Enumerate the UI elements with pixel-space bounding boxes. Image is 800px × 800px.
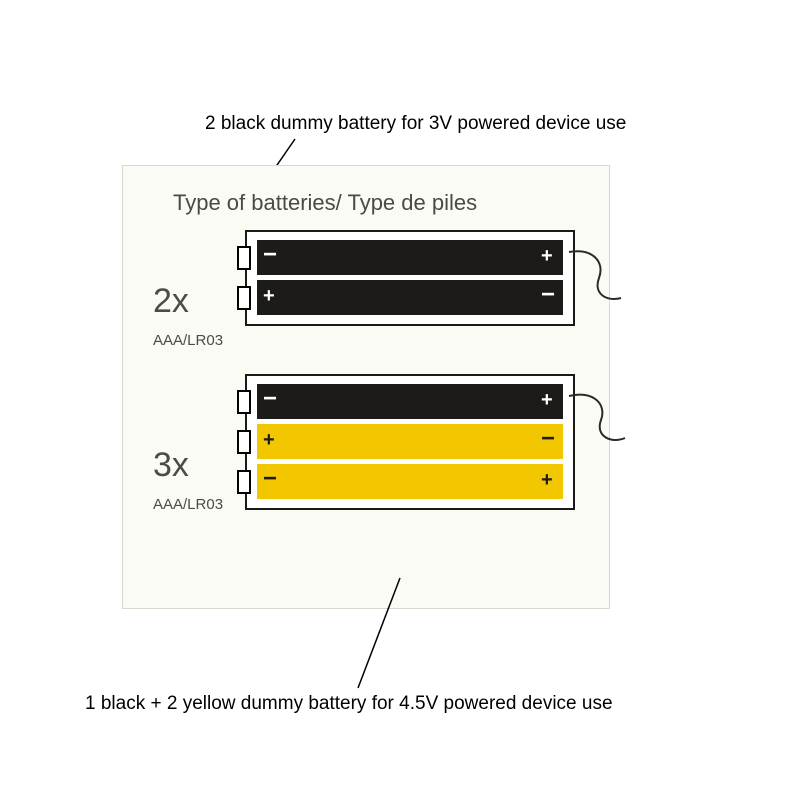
lead-wire (153, 374, 653, 574)
canvas: 2 black dummy battery for 3V powered dev… (0, 0, 800, 800)
configs-container: 2xAAA/LR03−++−3xAAA/LR03−++−−+ (123, 166, 609, 608)
callout-top-text: 2 black dummy battery for 3V powered dev… (205, 113, 626, 135)
instruction-paper: Type of batteries/ Type de piles 2xAAA/L… (122, 165, 610, 609)
config-2x: 2xAAA/LR03−++− (153, 230, 613, 346)
callout-bottom-text: 1 black + 2 yellow dummy battery for 4.5… (85, 693, 613, 715)
config-3x: 3xAAA/LR03−++−−+ (153, 374, 613, 530)
